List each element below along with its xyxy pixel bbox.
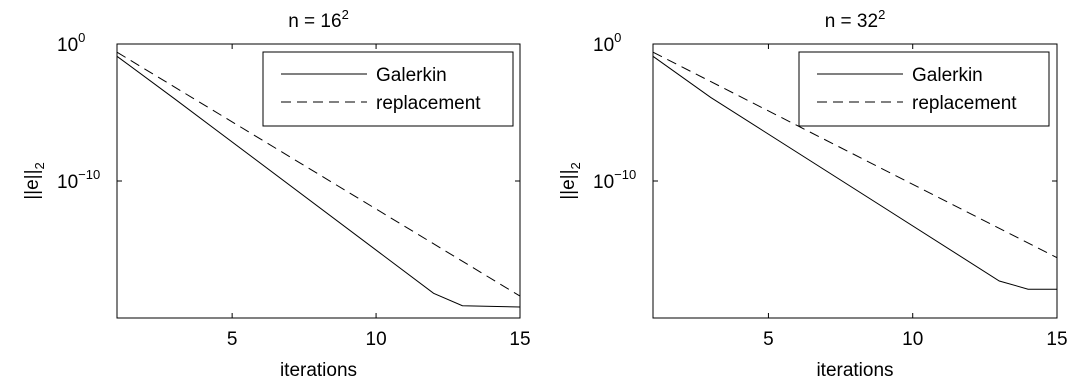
series-line-replacement [116,51,521,297]
x-tick-label: 10 [366,329,387,350]
legend-box [798,51,1050,127]
series-line-Galerkin [116,55,521,308]
chart-title: n = 322 [825,7,886,32]
y-tick-label: 10−10 [593,167,636,193]
legend: Galerkin replacement [262,51,514,127]
x-tick-label: 10 [902,329,923,350]
legend-label: Galerkin [912,65,983,86]
legend-box [262,51,514,127]
legend-label: replacement [376,93,481,114]
x-axis-label: iterations [816,360,893,380]
legend-label: replacement [912,93,1017,114]
legend-label: Galerkin [376,65,447,86]
series-line-Galerkin [652,55,1057,290]
y-tick-label: 10−10 [57,167,100,193]
x-tick-label: 5 [763,329,774,350]
chart-panel-1: n = 162 5 10 15 100 10−10 iterations ||e||2 Gale… [22,7,531,380]
y-axis-label: ||e||2 [22,162,47,200]
series-line-replacement [652,51,1058,259]
y-tick-label: 100 [57,30,85,56]
x-tick-label: 5 [227,329,238,350]
x-tick-label: 15 [1046,329,1067,350]
chart-title: n = 162 [288,7,349,32]
x-tick-label: 15 [509,329,530,350]
chart-panel-2: n = 322 5 10 15 100 10−10 iterations ||e||2 Gale… [558,7,1068,380]
y-tick-label: 100 [593,30,621,56]
y-axis-label: ||e||2 [558,162,583,200]
legend: Galerkin replacement [798,51,1050,127]
x-axis-label: iterations [280,360,357,380]
